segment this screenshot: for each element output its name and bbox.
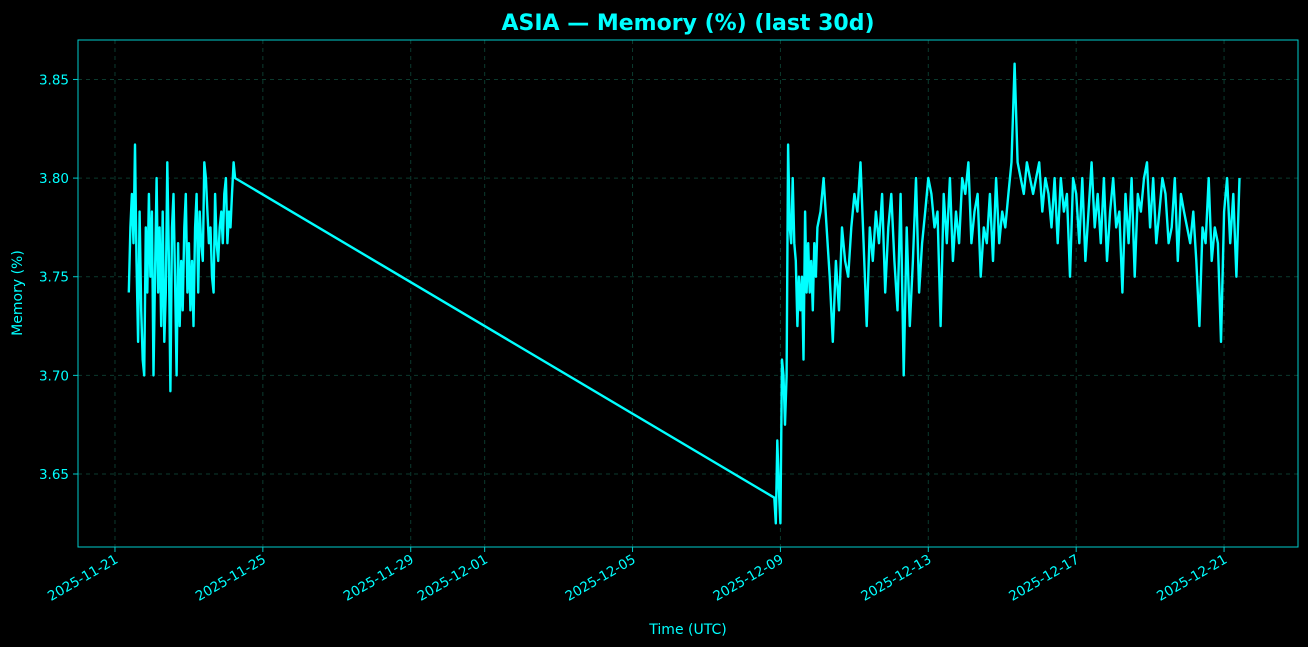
axes-frame — [77, 39, 1299, 548]
y-tick-label: 3.80 — [39, 171, 69, 187]
y-tick-label: 3.70 — [39, 368, 69, 384]
x-axis-label: Time (UTC) — [648, 622, 726, 638]
y-axis-ticks: 3.65 3.70 3.75 3.80 3.85 — [39, 72, 78, 483]
plot-area — [127, 62, 1241, 525]
y-tick-label: 3.65 — [39, 467, 69, 483]
chart-title: ASIA — Memory (%) (last 30d) — [501, 11, 874, 36]
y-tick-label: 3.75 — [39, 270, 69, 286]
y-tick-label: 3.85 — [39, 72, 69, 88]
memory-series-line — [127, 62, 1241, 525]
y-axis-label: Memory (%) — [10, 250, 26, 336]
grid-lines — [78, 40, 1298, 547]
